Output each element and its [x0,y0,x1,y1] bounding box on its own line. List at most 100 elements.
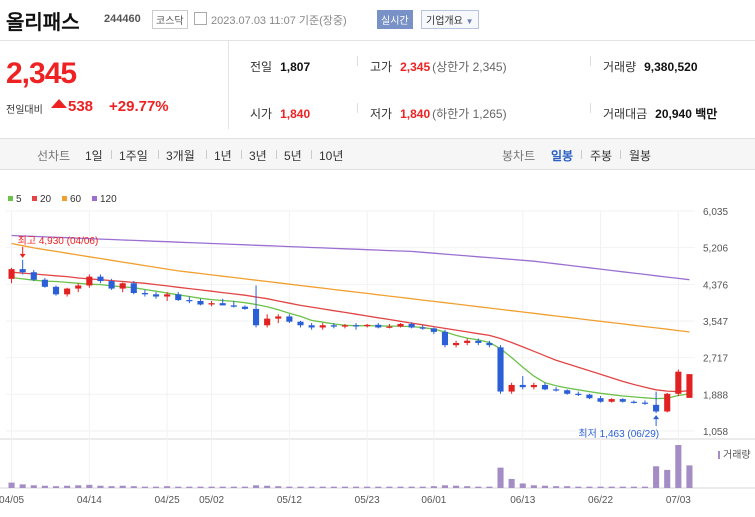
candle-body [619,399,626,402]
volume-bar [364,486,371,488]
stat-label: 거래대금 [603,107,648,121]
stat-value: 2,345 [400,60,431,74]
volume-bar [275,486,282,488]
price-change: 538 [68,98,94,115]
volume-bar [597,486,604,488]
chart-axes: 1,058 1,888 2,717 3,547 4,376 5,206 6,035 04/05… [0,207,751,506]
line-chart-label: 선차트 [37,149,71,163]
stat-value: 1,840 [400,107,431,121]
divider [111,150,112,159]
candle-body [464,340,471,343]
volume-bar [486,486,493,488]
stat-prev-close: 전일 1,807 [250,58,310,75]
divider [158,150,159,159]
candle-body [130,283,137,293]
candle-body [519,384,526,388]
volume-bar [286,486,293,488]
volume-bar [19,484,26,488]
stat-amount: 거래대금 20,940 백만 [603,105,717,122]
tab-monthly[interactable]: 월봉 [629,149,652,163]
volume-bar [441,485,449,488]
candle-body [397,323,404,327]
y-tick-label: 1,058 [703,427,728,438]
candle-body [541,384,549,390]
volume-bar [464,486,471,488]
tab-3years[interactable]: 3년 [249,149,267,163]
company-info-button[interactable]: 기업개요 ▼ [421,10,479,29]
volume-bar [664,469,671,488]
candle-body [219,303,226,306]
candle-body [375,324,382,328]
volume-bar [619,486,626,488]
y-tick-label: 3,547 [703,317,728,328]
x-tick-label: 04/25 [155,495,180,506]
candle-body [186,300,193,302]
volume-bar [230,486,237,488]
candle-body [86,276,93,286]
volume-bar [30,485,37,488]
calendar-icon [194,12,207,25]
volume-bar [453,485,460,488]
chart-legend: 5 20 60 120 [8,194,117,205]
candle-body [30,272,37,280]
divider [276,150,277,159]
candle-body [686,374,693,398]
candle-chart-label: 봉차트 [502,149,536,163]
volume-bar [130,486,137,488]
y-tick-label: 1,888 [703,390,728,401]
tab-weekly[interactable]: 주봉 [590,149,613,163]
low-annotation: 최저 1,463 (06/29) [578,428,659,440]
volume-legend-swatch [718,451,720,459]
legend-label: 60 [70,194,82,205]
volume-bar [553,486,560,488]
volume-bar [208,486,215,488]
divider [241,150,242,159]
stat-low: 저가 1,840 (하한가 1,265) [370,105,507,122]
volume-bar [675,445,682,488]
volume-label: 거래량 [723,449,751,461]
candle-body [508,384,515,392]
candle-body [608,399,615,402]
stat-label: 저가 [370,107,393,121]
candle-body [286,316,293,322]
divider [581,150,582,159]
candle-body [297,321,304,326]
volume-bar [386,486,393,488]
volume-bar [97,485,104,488]
tab-3months[interactable]: 3개월 [166,149,195,163]
divider [311,150,312,159]
volume-bar [497,467,504,488]
tab-10years[interactable]: 10년 [319,149,344,163]
tab-1day[interactable]: 1일 [85,149,103,163]
candle-body [630,401,637,403]
candle-body [564,390,571,394]
candle-body [64,288,71,295]
candle-body [152,294,160,297]
stat-value: 1,840 [280,107,311,121]
realtime-button[interactable]: 실시간 [377,10,413,29]
candle-body [675,371,682,394]
candle-body [486,342,493,346]
high-arrow-head [19,253,26,258]
chevron-down-icon: ▼ [465,17,474,26]
divider [620,150,621,159]
tab-5years[interactable]: 5년 [284,149,302,163]
volume-bar [397,486,404,488]
tab-daily[interactable]: 일봉 [551,149,574,163]
volume-bar [252,485,260,488]
volume-bar [541,485,549,488]
candle-body [97,276,104,282]
candle-body [308,325,315,328]
candle-body [364,324,371,327]
candle-body [497,347,504,392]
stat-label: 시가 [250,107,273,121]
candle-body [353,325,360,327]
stock-name: 올리패스 [6,12,80,34]
tab-1year[interactable]: 1년 [214,149,232,163]
stat-value: 20,940 백만 [655,107,718,121]
x-tick-label: 06/13 [510,495,535,506]
divider [357,103,358,113]
tab-1week[interactable]: 1주일 [119,149,148,163]
legend-swatch [92,196,97,201]
